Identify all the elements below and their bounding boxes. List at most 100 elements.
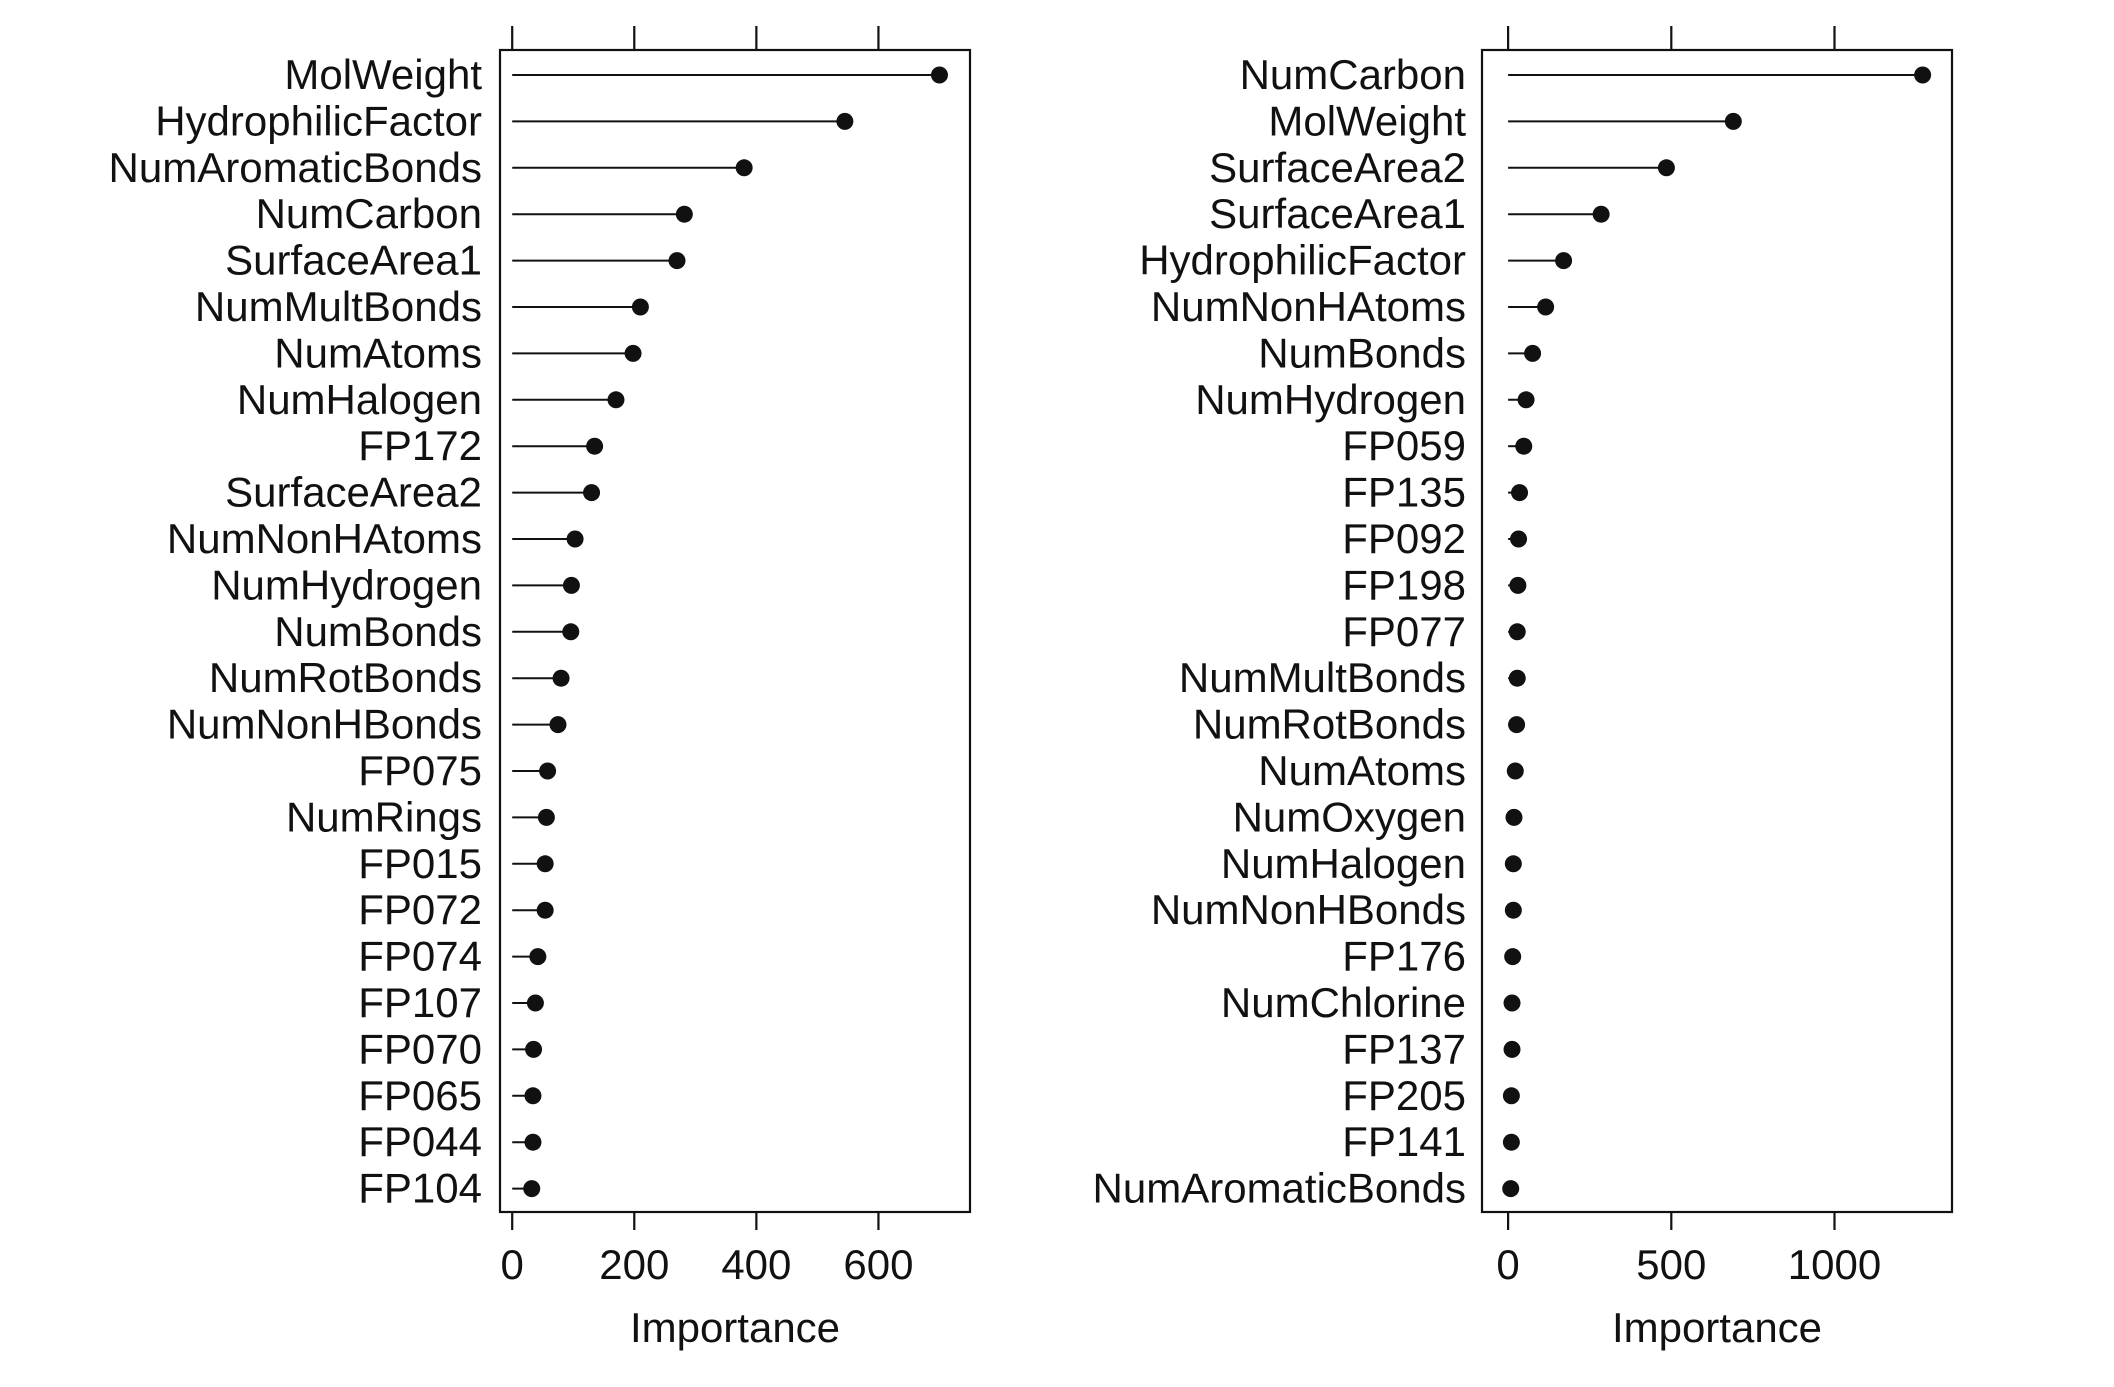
importance-dot bbox=[735, 159, 753, 177]
category-label: FP015 bbox=[358, 840, 482, 887]
importance-dot bbox=[1510, 530, 1528, 548]
importance-dot bbox=[1508, 623, 1526, 641]
importance-dot bbox=[607, 391, 625, 409]
category-label: NumNonHBonds bbox=[1151, 886, 1466, 933]
category-label: FP198 bbox=[1342, 561, 1466, 608]
importance-dot bbox=[1724, 112, 1742, 130]
category-label: FP074 bbox=[358, 933, 482, 980]
importance-dot bbox=[1537, 298, 1555, 316]
category-label: HydrophilicFactor bbox=[155, 97, 482, 144]
category-label: NumAtoms bbox=[274, 329, 482, 376]
x-axis-title: Importance bbox=[1612, 1304, 1822, 1351]
category-label: FP137 bbox=[1342, 1025, 1466, 1072]
category-label: NumNonHAtoms bbox=[167, 515, 482, 562]
importance-dot bbox=[562, 576, 580, 594]
category-label: FP176 bbox=[1342, 933, 1466, 980]
importance-dot bbox=[1515, 437, 1533, 455]
importance-dot bbox=[1555, 252, 1573, 270]
category-label: NumHalogen bbox=[1221, 840, 1466, 887]
plot-frame bbox=[498, 48, 972, 1214]
importance-dot bbox=[1508, 669, 1526, 687]
importance-dot bbox=[1502, 1087, 1520, 1105]
category-label: NumAromaticBonds bbox=[109, 144, 482, 191]
importance-dot bbox=[536, 855, 554, 873]
x-tick-label: 200 bbox=[599, 1241, 669, 1288]
importance-dot bbox=[524, 1133, 542, 1151]
importance-dot bbox=[529, 948, 547, 966]
category-label: NumNonHAtoms bbox=[1151, 283, 1466, 330]
importance-dot bbox=[566, 530, 584, 548]
category-label: NumHalogen bbox=[237, 376, 482, 423]
x-axis-title: Importance bbox=[630, 1304, 840, 1351]
importance-dot bbox=[1592, 205, 1610, 223]
category-label: SurfaceArea2 bbox=[225, 469, 482, 516]
importance-dot bbox=[1508, 716, 1526, 734]
category-label: FP059 bbox=[1342, 422, 1466, 469]
importance-dot bbox=[583, 484, 601, 502]
importance-dot bbox=[1504, 948, 1522, 966]
category-label: NumCarbon bbox=[1240, 51, 1466, 98]
importance-dot bbox=[631, 298, 649, 316]
category-label: FP172 bbox=[358, 422, 482, 469]
importance-dot bbox=[586, 437, 604, 455]
importance-dot bbox=[524, 1087, 542, 1105]
category-label: NumMultBonds bbox=[1179, 654, 1466, 701]
category-label: NumBonds bbox=[274, 608, 482, 655]
importance-dot bbox=[539, 762, 557, 780]
importance-dot bbox=[624, 344, 642, 362]
importance-dot bbox=[1503, 1040, 1521, 1058]
x-tick-label: 400 bbox=[721, 1241, 791, 1288]
category-label: FP075 bbox=[358, 747, 482, 794]
importance-dot bbox=[1524, 344, 1542, 362]
importance-dot bbox=[1504, 901, 1522, 919]
category-label: NumCarbon bbox=[256, 190, 482, 237]
importance-dot bbox=[523, 1180, 541, 1198]
category-label: FP065 bbox=[358, 1072, 482, 1119]
category-label: FP104 bbox=[358, 1165, 482, 1212]
x-tick-label: 1000 bbox=[1788, 1241, 1881, 1288]
category-label: NumOxygen bbox=[1233, 793, 1466, 840]
category-label: FP077 bbox=[1342, 608, 1466, 655]
category-label: NumAtoms bbox=[1258, 747, 1466, 794]
importance-dot bbox=[1509, 576, 1527, 594]
importance-dot bbox=[1505, 808, 1523, 826]
category-label: NumChlorine bbox=[1221, 979, 1466, 1026]
category-label: FP092 bbox=[1342, 515, 1466, 562]
importance-dot bbox=[526, 994, 544, 1012]
x-tick-label: 0 bbox=[1496, 1241, 1519, 1288]
category-label: MolWeight bbox=[1268, 97, 1466, 144]
category-label: FP107 bbox=[358, 979, 482, 1026]
importance-dot bbox=[552, 669, 570, 687]
importance-dot bbox=[562, 623, 580, 641]
importance-dot bbox=[836, 112, 854, 130]
category-label: FP205 bbox=[1342, 1072, 1466, 1119]
importance-dot bbox=[1517, 391, 1535, 409]
importance-dot bbox=[549, 716, 567, 734]
importance-dot bbox=[675, 205, 693, 223]
category-label: FP135 bbox=[1342, 469, 1466, 516]
importance-dot bbox=[525, 1040, 543, 1058]
importance-dot bbox=[536, 901, 554, 919]
category-label: SurfaceArea1 bbox=[1209, 190, 1466, 237]
importance-dot bbox=[1657, 159, 1675, 177]
category-label: FP044 bbox=[358, 1118, 482, 1165]
category-label: NumRotBonds bbox=[209, 654, 482, 701]
category-label: NumHydrogen bbox=[1195, 376, 1466, 423]
category-label: SurfaceArea1 bbox=[225, 237, 482, 284]
importance-dot bbox=[1506, 762, 1524, 780]
category-label: NumRings bbox=[286, 793, 482, 840]
importance-dot bbox=[1502, 1133, 1520, 1151]
plot-frame bbox=[1480, 48, 1954, 1214]
category-label: NumNonHBonds bbox=[167, 701, 482, 748]
importance-dot bbox=[930, 66, 948, 84]
category-label: FP141 bbox=[1342, 1118, 1466, 1165]
category-label: NumAromaticBonds bbox=[1093, 1165, 1466, 1212]
importance-dot bbox=[1504, 855, 1522, 873]
chart-panel-2: 0 500 1000ImportanceNumCarbonMolWeightSurf… bbox=[1093, 26, 1954, 1351]
category-label: NumBonds bbox=[1258, 329, 1466, 376]
importance-dot bbox=[1502, 1180, 1520, 1198]
x-tick-label: 600 bbox=[843, 1241, 913, 1288]
